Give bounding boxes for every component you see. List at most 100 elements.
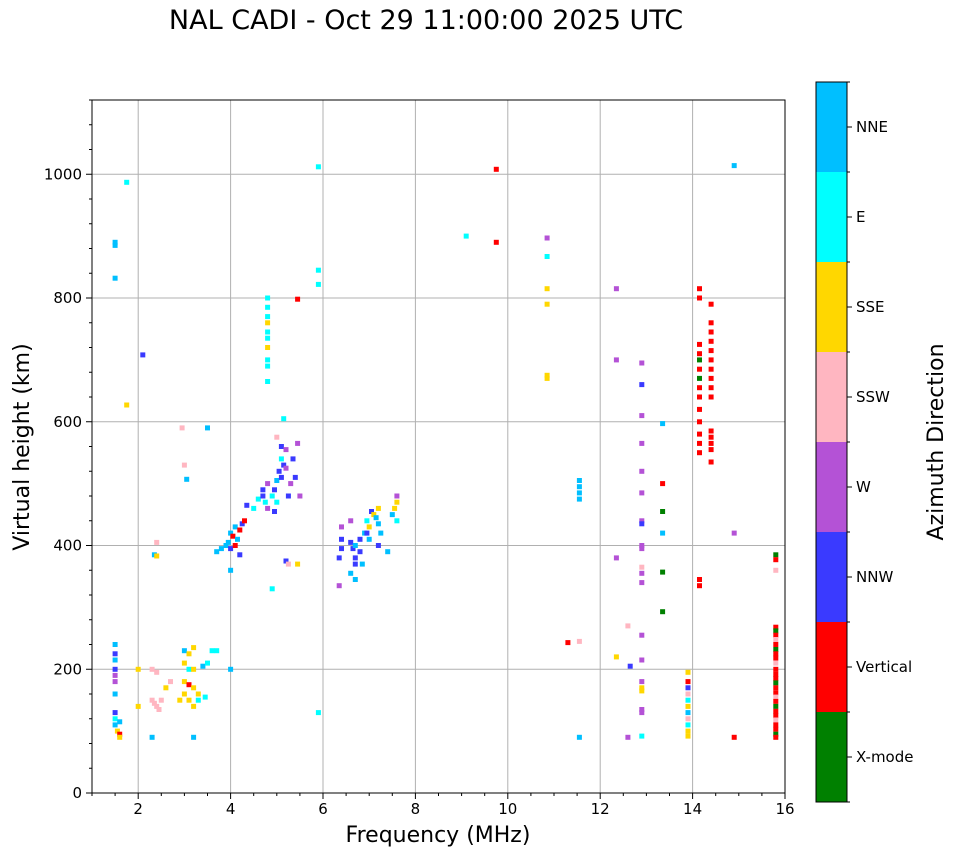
data-point xyxy=(697,385,702,391)
data-point xyxy=(773,713,779,719)
data-points xyxy=(112,163,779,740)
y-tick-label: 1000 xyxy=(44,165,82,183)
data-point xyxy=(228,530,234,536)
data-point xyxy=(639,632,645,638)
data-point xyxy=(639,543,645,548)
data-point xyxy=(348,570,354,576)
y-tick-label: 600 xyxy=(53,413,82,431)
data-point xyxy=(315,710,321,716)
data-point xyxy=(366,536,372,542)
data-point xyxy=(773,731,779,737)
data-point xyxy=(639,710,645,716)
x-tick-label: 12 xyxy=(591,800,610,818)
x-tick-label: 10 xyxy=(498,800,517,818)
data-point xyxy=(544,235,550,241)
data-point xyxy=(544,254,550,259)
data-point xyxy=(285,561,291,567)
data-point xyxy=(544,286,550,292)
data-point xyxy=(708,301,714,307)
data-point xyxy=(205,425,210,431)
data-point xyxy=(154,703,160,709)
data-point xyxy=(186,697,192,703)
data-point xyxy=(135,666,141,672)
data-point xyxy=(339,536,344,542)
data-point xyxy=(697,431,702,437)
data-point xyxy=(278,456,284,462)
colorbar-segment xyxy=(816,532,847,622)
data-point xyxy=(708,366,714,372)
data-point xyxy=(639,564,645,570)
data-point xyxy=(112,239,118,245)
data-point xyxy=(639,413,645,419)
data-point xyxy=(389,512,395,518)
data-point xyxy=(352,577,358,582)
data-point xyxy=(773,632,779,638)
data-point xyxy=(697,295,702,301)
data-point xyxy=(639,685,645,691)
data-point xyxy=(350,546,356,552)
data-point xyxy=(773,628,779,634)
data-point xyxy=(708,428,714,434)
data-point xyxy=(394,499,400,505)
data-point xyxy=(179,425,185,431)
colorbar-segment xyxy=(816,442,847,532)
colorbar-segment xyxy=(816,712,847,802)
data-point xyxy=(195,697,201,703)
colorbar-label: E xyxy=(856,208,865,226)
data-point xyxy=(112,666,118,672)
data-point xyxy=(283,558,289,564)
data-point xyxy=(773,722,779,728)
y-axis-title: Virtual height (km) xyxy=(10,343,35,550)
data-point xyxy=(364,530,370,536)
colorbar-segment xyxy=(816,622,847,712)
data-point xyxy=(708,459,714,465)
data-point xyxy=(773,726,779,732)
data-point xyxy=(371,512,377,518)
data-point xyxy=(385,549,391,555)
colorbar-segment xyxy=(816,82,847,172)
data-point xyxy=(685,685,691,691)
data-point xyxy=(184,476,190,482)
data-point xyxy=(731,734,737,740)
data-point xyxy=(613,654,619,660)
data-point xyxy=(181,660,187,666)
data-point xyxy=(375,543,381,548)
data-point xyxy=(186,651,192,657)
data-point xyxy=(265,314,271,320)
data-point xyxy=(295,440,301,446)
data-point xyxy=(627,663,633,669)
colorbar-label: SSE xyxy=(856,298,885,316)
data-point xyxy=(773,703,779,709)
data-point xyxy=(685,733,691,739)
data-point xyxy=(685,679,691,685)
data-point xyxy=(265,505,271,511)
data-point xyxy=(177,697,183,703)
data-point xyxy=(375,521,381,527)
data-point xyxy=(112,710,118,716)
data-point xyxy=(773,680,779,686)
data-point xyxy=(685,722,691,728)
data-point xyxy=(639,490,645,496)
data-point xyxy=(272,487,277,493)
data-point xyxy=(773,637,779,642)
data-point xyxy=(731,163,737,169)
data-point xyxy=(265,345,271,350)
data-point xyxy=(186,666,192,672)
data-point xyxy=(297,493,303,499)
data-point xyxy=(773,698,779,704)
data-point xyxy=(375,505,381,511)
colorbar-frame xyxy=(815,81,848,803)
data-point xyxy=(149,734,155,740)
data-point xyxy=(576,490,582,496)
data-point xyxy=(195,691,201,697)
data-point xyxy=(660,481,666,487)
data-point xyxy=(697,419,702,425)
data-point xyxy=(112,691,118,697)
x-tick-label: 4 xyxy=(226,800,236,818)
data-point xyxy=(265,363,271,369)
data-point xyxy=(260,487,266,493)
data-point xyxy=(265,320,271,326)
data-point xyxy=(117,719,123,725)
data-point xyxy=(348,539,354,545)
data-point xyxy=(235,536,240,542)
